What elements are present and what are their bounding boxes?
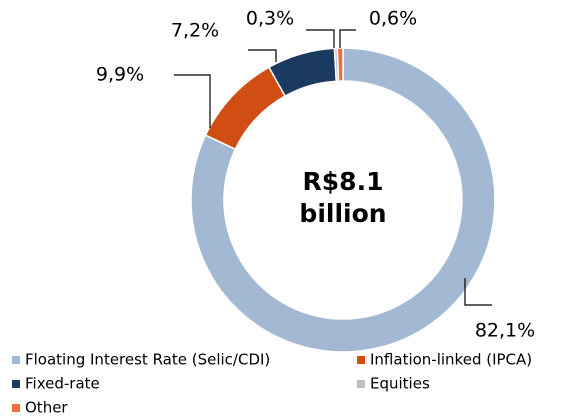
legend-swatch xyxy=(12,404,20,412)
leader-line xyxy=(248,49,277,62)
donut-segment xyxy=(336,47,344,82)
value-label: 82,1% xyxy=(475,320,535,342)
value-label: 9,9% xyxy=(96,64,144,86)
legend-label: Fixed-rate xyxy=(25,375,100,393)
leader-line xyxy=(306,29,335,48)
legend-swatch xyxy=(12,380,20,388)
legend-swatch xyxy=(357,380,365,388)
center-label: billion xyxy=(299,199,386,228)
donut-segment xyxy=(204,66,287,151)
donut-segment xyxy=(190,47,496,353)
legend-label: Equities xyxy=(370,375,430,393)
legend-label: Inflation-linked (IPCA) xyxy=(370,351,532,369)
legend-swatch xyxy=(12,356,20,364)
leader-line xyxy=(339,29,356,48)
value-label: 0,3% xyxy=(246,8,294,30)
value-label: 0,6% xyxy=(369,8,417,30)
legend-swatch xyxy=(357,356,365,364)
value-label: 7,2% xyxy=(171,20,219,42)
leader-line xyxy=(464,278,492,306)
center-label: R$8.1 xyxy=(303,167,384,196)
leader-line xyxy=(174,74,211,128)
legend-label: Floating Interest Rate (Selic/CDI) xyxy=(25,351,270,369)
legend-label: Other xyxy=(25,399,68,417)
